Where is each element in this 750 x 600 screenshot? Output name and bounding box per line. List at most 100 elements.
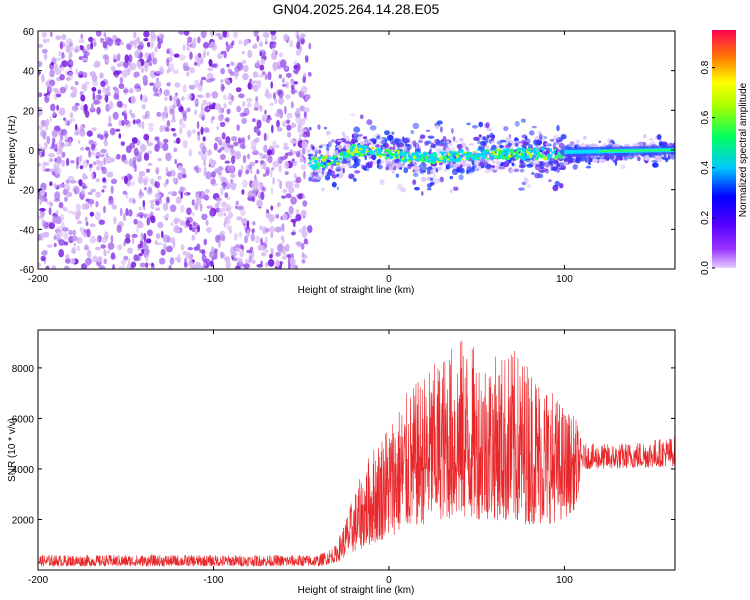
- noise-speckle: [61, 159, 65, 168]
- noise-speckle: [200, 109, 205, 118]
- noise-speckle: [187, 36, 193, 43]
- noise-speckle: [255, 62, 260, 68]
- noise-speckle: [118, 83, 125, 90]
- noise-speckle: [86, 44, 91, 51]
- noise-speckle: [123, 255, 129, 261]
- signal-core: [342, 151, 347, 155]
- signal-speckle: [453, 162, 459, 166]
- noise-speckle: [201, 145, 207, 155]
- signal-core: [457, 156, 462, 161]
- noise-speckle: [139, 222, 144, 228]
- signal-core: [433, 159, 437, 162]
- noise-speckle: [68, 71, 73, 81]
- noise-speckle: [281, 120, 288, 128]
- signal-core: [476, 149, 482, 151]
- noise-speckle: [189, 51, 193, 60]
- signal-speckle: [478, 121, 484, 128]
- signal-speckle: [449, 189, 453, 194]
- signal-speckle: [345, 144, 352, 148]
- signal-speckle: [350, 113, 356, 117]
- signal-speckle: [525, 136, 528, 141]
- noise-speckle: [215, 234, 220, 243]
- noise-speckle: [287, 131, 292, 138]
- noise-speckle: [281, 79, 285, 83]
- noise-speckle: [191, 199, 195, 206]
- noise-speckle: [135, 88, 141, 93]
- noise-speckle: [67, 60, 72, 66]
- signal-core: [356, 153, 359, 156]
- signal-core: [415, 151, 419, 155]
- noise-speckle: [76, 245, 81, 252]
- noise-speckle: [65, 38, 73, 45]
- signal-core: [370, 146, 375, 150]
- signal-speckle: [308, 126, 312, 131]
- noise-speckle: [130, 95, 136, 104]
- noise-speckle: [200, 152, 207, 161]
- noise-speckle: [172, 132, 177, 137]
- signal-speckle: [342, 167, 345, 174]
- noise-speckle: [224, 216, 229, 223]
- noise-speckle: [295, 208, 300, 215]
- noise-speckle: [199, 249, 206, 254]
- noise-speckle: [226, 196, 231, 201]
- noise-speckle: [189, 67, 195, 74]
- noise-speckle: [157, 221, 164, 229]
- spectrogram-y-axis-label: Frequency (Hz): [7, 116, 18, 185]
- signal-speckle: [314, 147, 319, 151]
- signal-speckle: [486, 134, 490, 139]
- noise-speckle: [290, 258, 296, 266]
- signal-speckle: [353, 126, 361, 133]
- noise-speckle: [164, 105, 168, 114]
- noise-speckle: [141, 121, 145, 130]
- noise-speckle: [288, 205, 294, 215]
- noise-speckle: [163, 243, 167, 251]
- noise-speckle: [65, 157, 70, 167]
- noise-speckle: [258, 152, 263, 157]
- noise-speckle: [115, 128, 121, 132]
- signal-speckle: [425, 140, 432, 145]
- noise-speckle: [101, 189, 105, 193]
- noise-speckle: [48, 207, 52, 216]
- noise-speckle: [146, 59, 150, 63]
- signal-speckle: [390, 138, 395, 145]
- noise-speckle: [172, 177, 177, 183]
- noise-speckle: [123, 176, 129, 185]
- signal-core: [473, 150, 477, 153]
- noise-speckle: [100, 80, 106, 88]
- signal-speckle: [520, 162, 527, 168]
- noise-speckle: [187, 93, 193, 101]
- signal-core: [485, 157, 490, 160]
- noise-speckle: [253, 43, 258, 49]
- noise-speckle: [272, 160, 280, 168]
- signal-speckle: [485, 164, 491, 169]
- signal-speckle: [377, 164, 383, 170]
- noise-speckle: [162, 202, 169, 211]
- noise-speckle: [277, 243, 283, 252]
- noise-speckle: [83, 232, 87, 238]
- noise-speckle: [166, 82, 171, 87]
- noise-speckle: [157, 41, 162, 50]
- signal-speckle: [534, 135, 540, 141]
- noise-speckle: [159, 141, 163, 149]
- signal-speckle: [523, 177, 527, 180]
- noise-speckle: [259, 225, 263, 231]
- signal-core: [409, 158, 413, 161]
- signal-speckle: [491, 144, 497, 151]
- noise-speckle: [259, 105, 263, 112]
- noise-speckle: [242, 154, 247, 164]
- noise-speckle: [128, 88, 134, 94]
- noise-speckle: [238, 39, 243, 45]
- noise-speckle: [246, 102, 252, 108]
- noise-speckle: [113, 93, 118, 100]
- signal-core: [514, 156, 519, 160]
- noise-speckle: [137, 212, 145, 218]
- noise-speckle: [234, 265, 241, 269]
- signal-speckle: [539, 133, 543, 140]
- signal-speckle: [636, 143, 640, 146]
- noise-speckle: [53, 111, 56, 117]
- noise-speckle: [112, 86, 118, 91]
- noise-speckle: [188, 148, 193, 158]
- noise-speckle: [275, 226, 282, 233]
- noise-speckle: [182, 251, 188, 256]
- signal-core: [497, 151, 501, 156]
